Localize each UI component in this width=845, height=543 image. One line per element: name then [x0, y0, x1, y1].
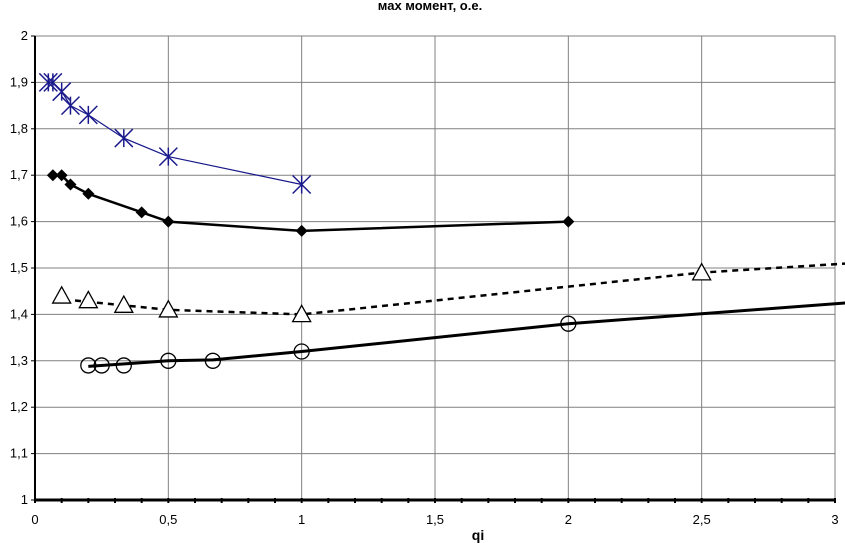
triangle-marker: [78, 290, 99, 309]
y-tick-label: 1,8: [10, 121, 28, 136]
diamond-marker: [562, 215, 575, 228]
circle-marker: [115, 357, 132, 374]
y-tick-label: 2: [21, 28, 28, 43]
asterisk-marker: [158, 147, 178, 167]
triangle-marker: [158, 299, 179, 318]
x-tick-label: 1: [298, 512, 305, 527]
x-tick-label: 1,5: [426, 512, 444, 527]
diamond-marker: [82, 187, 95, 200]
asterisk-marker: [60, 96, 80, 116]
asterisk-marker: [292, 174, 312, 195]
circle-marker: [293, 343, 310, 360]
triangle-marker: [113, 294, 134, 313]
asterisk-marker: [78, 105, 98, 125]
x-axis-label: qi: [472, 527, 484, 543]
circle-marker: [204, 352, 222, 369]
chart-title: мах момент, о.е.: [378, 0, 482, 13]
circle-marker: [560, 315, 577, 332]
y-tick-label: 1: [21, 492, 28, 507]
triangle-marker: [51, 285, 72, 304]
circle-marker: [93, 357, 110, 374]
x-tick-label: 2: [565, 512, 572, 527]
triangle-marker: [291, 304, 312, 323]
y-tick-label: 1,3: [10, 353, 28, 368]
diamond-marker: [295, 224, 308, 237]
y-tick-label: 1,6: [10, 214, 28, 229]
triangle-marker: [691, 262, 712, 281]
y-tick-label: 1,7: [10, 167, 28, 182]
circle-marker: [80, 357, 97, 374]
diamond-marker: [162, 215, 175, 228]
diamond-marker: [64, 178, 77, 191]
asterisk-marker: [38, 72, 58, 92]
circle-series-line: [88, 301, 845, 368]
x-tick-label: 2,5: [693, 512, 711, 527]
y-tick-label: 1,9: [10, 74, 28, 89]
y-tick-label: 1,5: [10, 260, 28, 275]
y-tick-label: 1,4: [10, 306, 28, 321]
x-tick-label: 3: [831, 512, 838, 527]
diamond-marker: [55, 169, 68, 182]
diamond-marker: [46, 169, 59, 182]
y-tick-label: 1,1: [10, 446, 28, 461]
asterisk-marker: [114, 128, 134, 148]
diamond-marker: [135, 206, 148, 219]
x-tick-label: 0,5: [159, 512, 177, 527]
circle-marker: [160, 352, 177, 369]
x-tick-label: 0: [31, 512, 38, 527]
plot-area: 1 1,1 1,2 1,3 1,4 1,5 1,6 1,7 1,8 1,9 2 0 0,5 1 1,5 2 2,…: [10, 28, 845, 527]
y-tick-label: 1,2: [10, 399, 28, 414]
